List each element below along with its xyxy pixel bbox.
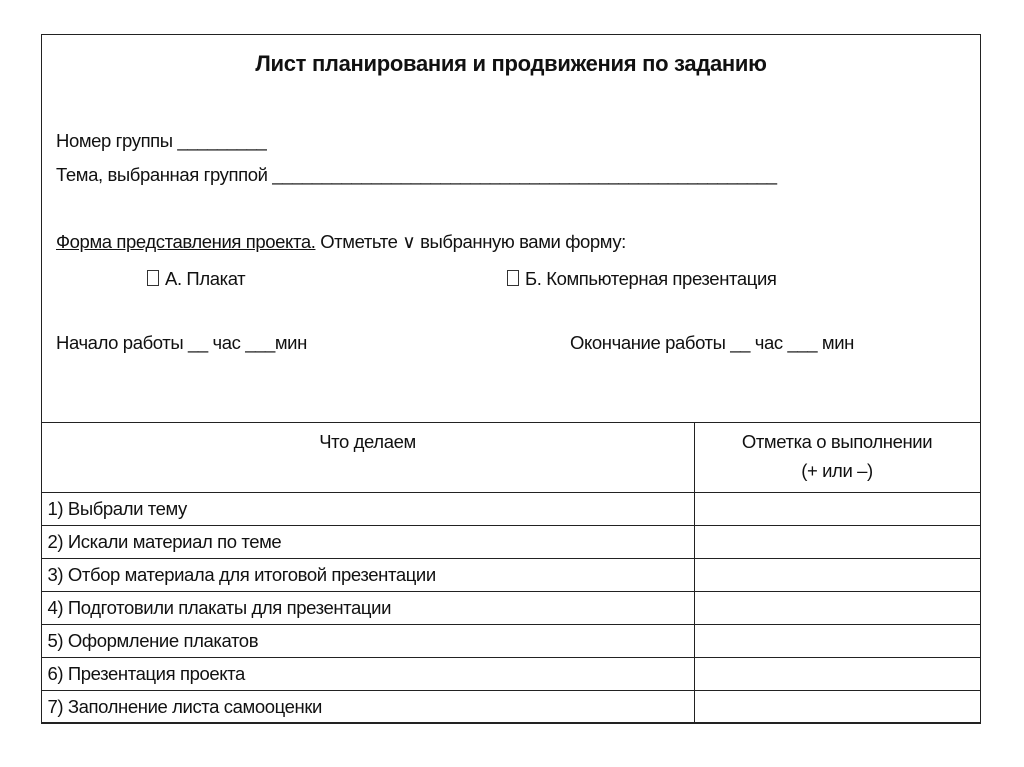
task-cell: 3) Отбор материала для итоговой презента… (40, 558, 695, 592)
table-header: Что делаем Отметка о выполнении (+ или –) (40, 422, 981, 493)
task-cell: 2) Искали материал по теме (40, 525, 695, 559)
mark-cell[interactable] (693, 657, 981, 691)
mark-cell[interactable] (693, 690, 981, 724)
table-row: 5) Оформление плакатов (40, 624, 981, 658)
task-cell: 6) Презентация проекта (40, 657, 695, 691)
mark-cell[interactable] (693, 624, 981, 658)
table-row: 3) Отбор материала для итоговой презента… (40, 558, 981, 592)
option-label: А. Плакат (165, 268, 246, 289)
task-cell: 7) Заполнение листа самооценки (40, 690, 695, 724)
option-poster[interactable]: А. Плакат (147, 268, 246, 290)
table-row: 7) Заполнение листа самооценки (40, 690, 981, 724)
header-mark-line2: (+ или –) (801, 460, 873, 481)
header-mark: Отметка о выполнении (+ или –) (693, 422, 981, 493)
form-line: Форма представления проекта. Отметьте ∨ … (56, 231, 626, 253)
table-row: 1) Выбрали тему (40, 492, 981, 526)
option-presentation[interactable]: Б. Компьютерная презентация (507, 268, 777, 290)
planning-sheet: Лист планирования и продвижения по задан… (40, 34, 981, 724)
mark-cell[interactable] (693, 525, 981, 559)
form-label: Форма представления проекта. (56, 231, 316, 252)
start-time: Начало работы __ час ___мин (56, 332, 307, 353)
header-mark-line1: Отметка о выполнении (741, 431, 933, 452)
table-row: 4) Подготовили плакаты для презентации (40, 591, 981, 625)
mark-cell[interactable] (693, 492, 981, 526)
topic-field: Тема, выбранная группой ________________… (56, 164, 777, 185)
mark-cell[interactable] (693, 558, 981, 592)
table-row: 6) Презентация проекта (40, 657, 981, 691)
task-cell: 4) Подготовили плакаты для презентации (40, 591, 695, 625)
table-row: 2) Искали материал по теме (40, 525, 981, 559)
progress-table: Что делаем Отметка о выполнении (+ или –)… (40, 422, 981, 724)
option-label: Б. Компьютерная презентация (525, 268, 777, 289)
sheet-title: Лист планирования и продвижения по задан… (255, 51, 767, 76)
task-cell: 5) Оформление плакатов (40, 624, 695, 658)
header-what: Что делаем (40, 422, 695, 493)
form-instruction: Отметьте ∨ выбранную вами форму: (315, 231, 626, 252)
checkbox-icon[interactable] (147, 270, 159, 286)
checkbox-icon[interactable] (507, 270, 519, 286)
mark-cell[interactable] (693, 591, 981, 625)
end-time: Окончание работы __ час ___ мин (570, 332, 854, 353)
group-number-field: Номер группы _________ (56, 130, 267, 151)
task-cell: 1) Выбрали тему (40, 492, 695, 526)
